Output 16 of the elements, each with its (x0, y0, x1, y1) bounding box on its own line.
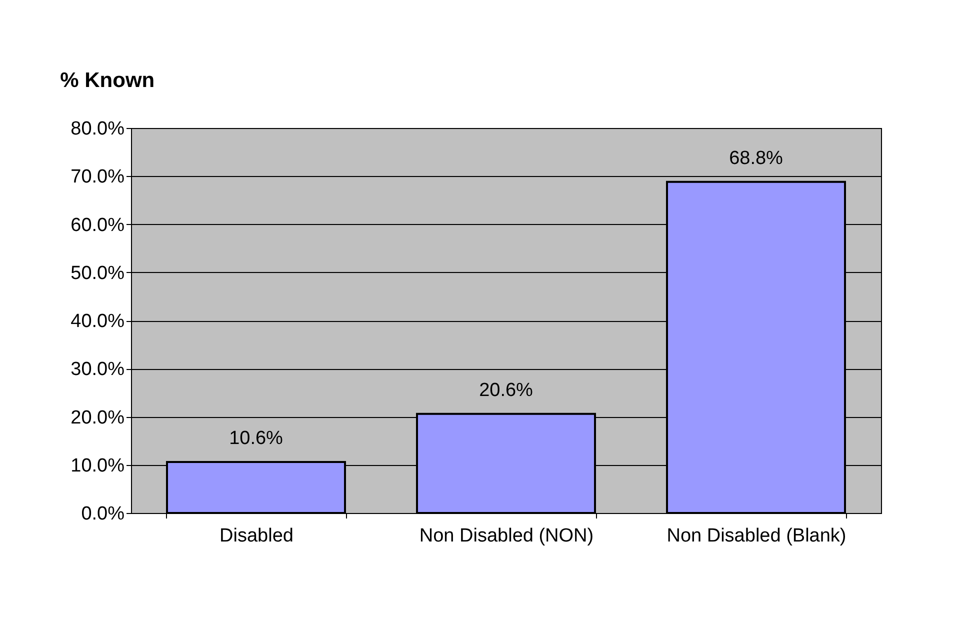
y-tick-label: 40.0% (70, 311, 125, 332)
x-tick-label: Non Disabled (NON) (419, 526, 594, 546)
y-tick-label: 20.0% (70, 407, 125, 428)
data-label: 20.6% (479, 380, 534, 401)
y-tick-label: 50.0% (70, 262, 125, 284)
x-tick-label: Disabled (220, 526, 294, 546)
y-tick-label: 30.0% (70, 359, 125, 380)
y-tick-label: 70.0% (70, 166, 125, 188)
y-tick-label: 60.0% (70, 214, 125, 236)
y-tick-label: 10.0% (70, 455, 125, 476)
data-label: 10.6% (229, 428, 284, 449)
y-tick-label: 0.0% (81, 504, 125, 524)
data-label: 68.8% (729, 148, 784, 169)
chart-title: % Known (60, 69, 155, 92)
x-tick-label: Non Disabled (Blank) (666, 526, 846, 546)
y-tick-label: 80.0% (70, 118, 125, 140)
